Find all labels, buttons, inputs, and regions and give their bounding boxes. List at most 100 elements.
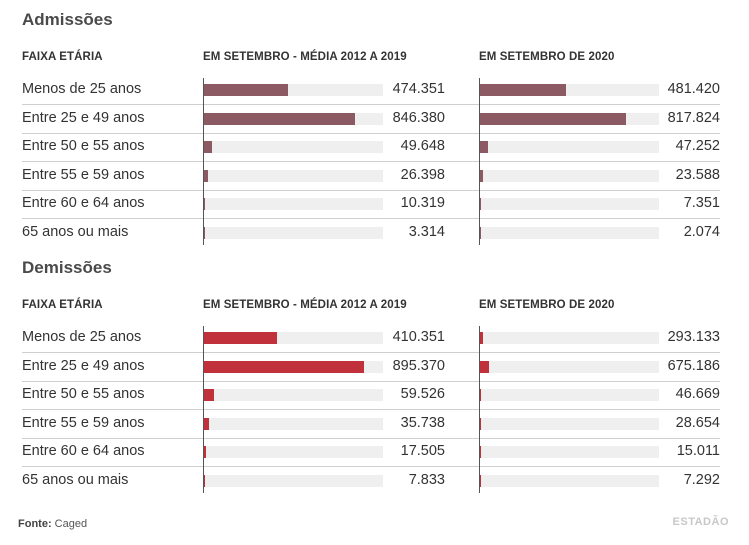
demissoes-series-header-2: EM SETEMBRO DE 2020 xyxy=(479,299,615,311)
demissoes-category-label: 65 anos ou mais xyxy=(22,471,129,488)
demissoes-category-header: FAIXA ETÁRIA xyxy=(22,299,103,311)
admissoes-bar-track xyxy=(479,169,659,182)
demissoes-row: Entre 55 e 59 anos 35.738 28.654 xyxy=(22,410,720,439)
demissoes-category-label: Menos de 25 anos xyxy=(22,329,142,345)
source-label: Fonte: xyxy=(18,518,52,530)
admissoes-bar xyxy=(479,169,484,182)
demissoes-bar-value: 15.011 xyxy=(676,443,720,459)
demissoes-bar-track xyxy=(203,389,383,401)
demissoes-bar xyxy=(203,417,210,430)
admissoes-bar-track xyxy=(203,141,383,153)
admissoes-series-header-1: EM SETEMBRO - MÉDIA 2012 A 2019 xyxy=(203,51,407,63)
admissoes-bar xyxy=(479,112,627,125)
admissoes-bar xyxy=(203,112,356,125)
demissoes-bar xyxy=(479,360,490,373)
admissoes-bar xyxy=(479,141,488,153)
demissoes-row: Entre 60 e 64 anos 17.505 15.011 xyxy=(22,438,720,467)
admissoes-bar-track xyxy=(479,112,659,125)
demissoes-bar xyxy=(479,446,481,458)
demissoes-bar xyxy=(203,332,277,344)
admissoes-row: Menos de 25 anos 474.351 481.420 xyxy=(22,76,720,105)
demissoes-series-header-1: EM SETEMBRO - MÉDIA 2012 A 2019 xyxy=(203,299,407,311)
demissoes-bar-track xyxy=(479,446,659,458)
admissoes-title: Admissões xyxy=(22,10,113,29)
admissoes-bar-track xyxy=(479,84,659,96)
admissoes-bar-value: 26.398 xyxy=(400,166,445,183)
demissoes-bar xyxy=(479,332,484,344)
demissoes-bar-track xyxy=(203,446,383,458)
demissoes-category-label: Entre 25 e 49 anos xyxy=(22,357,145,374)
admissoes-category-label: Menos de 25 anos xyxy=(22,81,142,97)
demissoes-bar-value: 7.292 xyxy=(683,471,720,488)
demissoes-bar-track xyxy=(203,417,383,430)
admissoes-bar xyxy=(479,198,481,210)
admissoes-bar xyxy=(203,169,208,182)
demissoes-bar-value: 410.351 xyxy=(392,329,445,345)
admissoes-category-header: FAIXA ETÁRIA xyxy=(22,51,103,63)
admissoes-category-label: Entre 25 e 49 anos xyxy=(22,109,145,126)
demissoes-row: Entre 50 e 55 anos 59.526 46.669 xyxy=(22,381,720,410)
admissoes-bar xyxy=(203,226,205,239)
admissoes-bar-track xyxy=(479,226,659,239)
admissoes-category-label: Entre 60 e 64 anos xyxy=(22,195,145,211)
admissoes-bar-value: 10.319 xyxy=(400,195,445,211)
demissoes-bar-value: 675.186 xyxy=(667,357,720,374)
demissoes-bar xyxy=(479,417,481,430)
demissoes-bar-value: 17.505 xyxy=(400,443,445,459)
demissoes-bar-value: 59.526 xyxy=(400,386,445,402)
admissoes-bar-value: 47.252 xyxy=(675,138,720,154)
admissoes-bar-value: 846.380 xyxy=(392,109,445,126)
admissoes-bar-track xyxy=(203,112,383,125)
demissoes-bar-value: 7.833 xyxy=(408,471,445,488)
demissoes-row: Entre 25 e 49 anos 895.370 675.186 xyxy=(22,353,720,382)
admissoes-bar-track xyxy=(203,226,383,239)
demissoes-bar-value: 293.133 xyxy=(667,329,720,345)
admissoes-bar-value: 481.420 xyxy=(667,81,720,97)
demissoes-category-label: Entre 60 e 64 anos xyxy=(22,443,145,459)
demissoes-bar-value: 35.738 xyxy=(400,414,445,431)
demissoes-row: 65 anos ou mais 7.833 7.292 xyxy=(22,467,720,495)
admissoes-bar xyxy=(203,84,289,96)
demissoes-row: Menos de 25 anos 410.351 293.133 xyxy=(22,324,720,353)
demissoes-bar-track xyxy=(479,474,659,487)
demissoes-bar-track xyxy=(203,474,383,487)
admissoes-row: Entre 25 e 49 anos 846.380 817.824 xyxy=(22,105,720,134)
demissoes-bar-track xyxy=(479,360,659,373)
admissoes-category-label: 65 anos ou mais xyxy=(22,223,129,240)
demissoes-bar-value: 28.654 xyxy=(675,414,720,431)
admissoes-bar-value: 817.824 xyxy=(667,109,720,126)
admissoes-bar xyxy=(203,198,205,210)
demissoes-bar-track xyxy=(479,332,659,344)
demissoes-axis-line xyxy=(203,326,204,493)
demissoes-bar xyxy=(203,446,207,458)
admissoes-row: Entre 55 e 59 anos 26.398 23.588 xyxy=(22,162,720,191)
admissoes-bar-value: 7.351 xyxy=(683,195,720,211)
demissoes-bar xyxy=(203,474,205,487)
demissoes-bar xyxy=(203,389,214,401)
demissoes-bar xyxy=(479,389,481,401)
admissoes-bar-track xyxy=(479,198,659,210)
demissoes-bar-track xyxy=(203,360,383,373)
admissoes-row: Entre 50 e 55 anos 49.648 47.252 xyxy=(22,133,720,162)
source-note: Fonte: Caged xyxy=(18,518,87,530)
source-text: Caged xyxy=(54,518,88,530)
admissoes-axis-line xyxy=(479,78,480,245)
demissoes-bar-value: 895.370 xyxy=(392,357,445,374)
demissoes-bar xyxy=(479,474,481,487)
estadao-logo: ESTADÃO xyxy=(672,516,729,528)
admissoes-section: Admissões FAIXA ETÁRIA EM SETEMBRO - MÉDIA… xyxy=(0,10,749,250)
admissoes-category-label: Entre 50 e 55 anos xyxy=(22,138,145,154)
admissoes-bar-value: 474.351 xyxy=(392,81,445,97)
admissoes-bar-value: 49.648 xyxy=(400,138,445,154)
admissoes-bar-value: 3.314 xyxy=(408,223,445,240)
demissoes-bar-track xyxy=(479,389,659,401)
admissoes-bar-track xyxy=(203,198,383,210)
demissoes-title: Demissões xyxy=(22,258,112,277)
demissoes-bar-track xyxy=(203,332,383,344)
demissoes-section: Demissões FAIXA ETÁRIA EM SETEMBRO - MÉDIA… xyxy=(0,258,749,498)
admissoes-bar-track xyxy=(203,84,383,96)
admissoes-bar xyxy=(203,141,212,153)
admissoes-bar-value: 23.588 xyxy=(675,166,720,183)
admissoes-bar-track xyxy=(479,141,659,153)
demissoes-bar-track xyxy=(479,417,659,430)
